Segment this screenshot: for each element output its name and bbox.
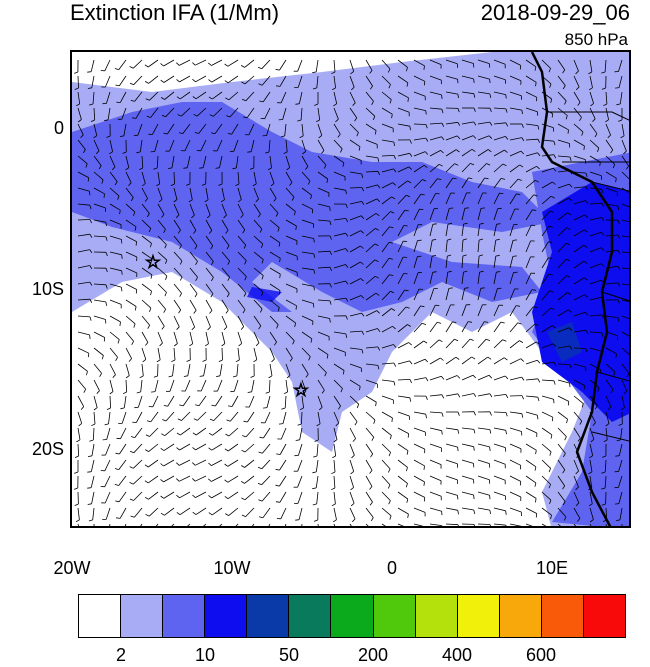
country-border [547, 111, 629, 442]
colorbar-label: 400 [441, 645, 473, 665]
map-panel: ☆ ☆ [70, 50, 631, 528]
pressure-level: 850 hPa [564, 30, 628, 49]
plume-dark-coast [532, 182, 629, 422]
colorbar-label: 200 [357, 645, 389, 665]
coastline [530, 52, 614, 526]
colorbar-label: 10 [194, 645, 216, 665]
y-tick-label: 20S [31, 439, 64, 459]
x-tick-label: 10E [535, 558, 569, 578]
colorbar-box [415, 595, 458, 637]
x-tick-label: 0 [386, 558, 397, 578]
colorbar-box [541, 595, 584, 637]
map-plot: ☆ ☆ [72, 52, 629, 526]
plume-medium [72, 102, 552, 312]
wind-barbs [73, 59, 629, 526]
colorbar-box [79, 595, 122, 637]
colorbar-label: 600 [525, 645, 557, 665]
colorbar-box [457, 595, 500, 637]
star-marker: ☆ [145, 252, 161, 273]
colorbar-box [163, 595, 206, 637]
colorbar-box [205, 595, 248, 637]
x-tick-label: 10W [213, 558, 251, 578]
colorbar-box [289, 595, 332, 637]
colorbar-box [373, 595, 416, 637]
colorbar-box [121, 595, 164, 637]
colorbar-label: 2 [115, 645, 126, 665]
x-tick-label: 20W [53, 558, 91, 578]
colorbar-box [247, 595, 290, 637]
map-title: Extinction IFA (1/Mm) [70, 0, 280, 25]
star-marker: ☆ [293, 380, 309, 401]
map-datetime: 2018-09-29_06 [480, 0, 630, 25]
colorbar-box [499, 595, 542, 637]
colorbar-box [583, 595, 626, 637]
colorbar [78, 594, 626, 638]
y-tick-label: 0 [53, 118, 64, 138]
plume-blue-patch [547, 322, 582, 362]
plume-streak [247, 287, 282, 302]
colorbar-label: 50 [278, 645, 300, 665]
y-tick-label: 10S [31, 279, 64, 299]
colorbar-box [331, 595, 374, 637]
